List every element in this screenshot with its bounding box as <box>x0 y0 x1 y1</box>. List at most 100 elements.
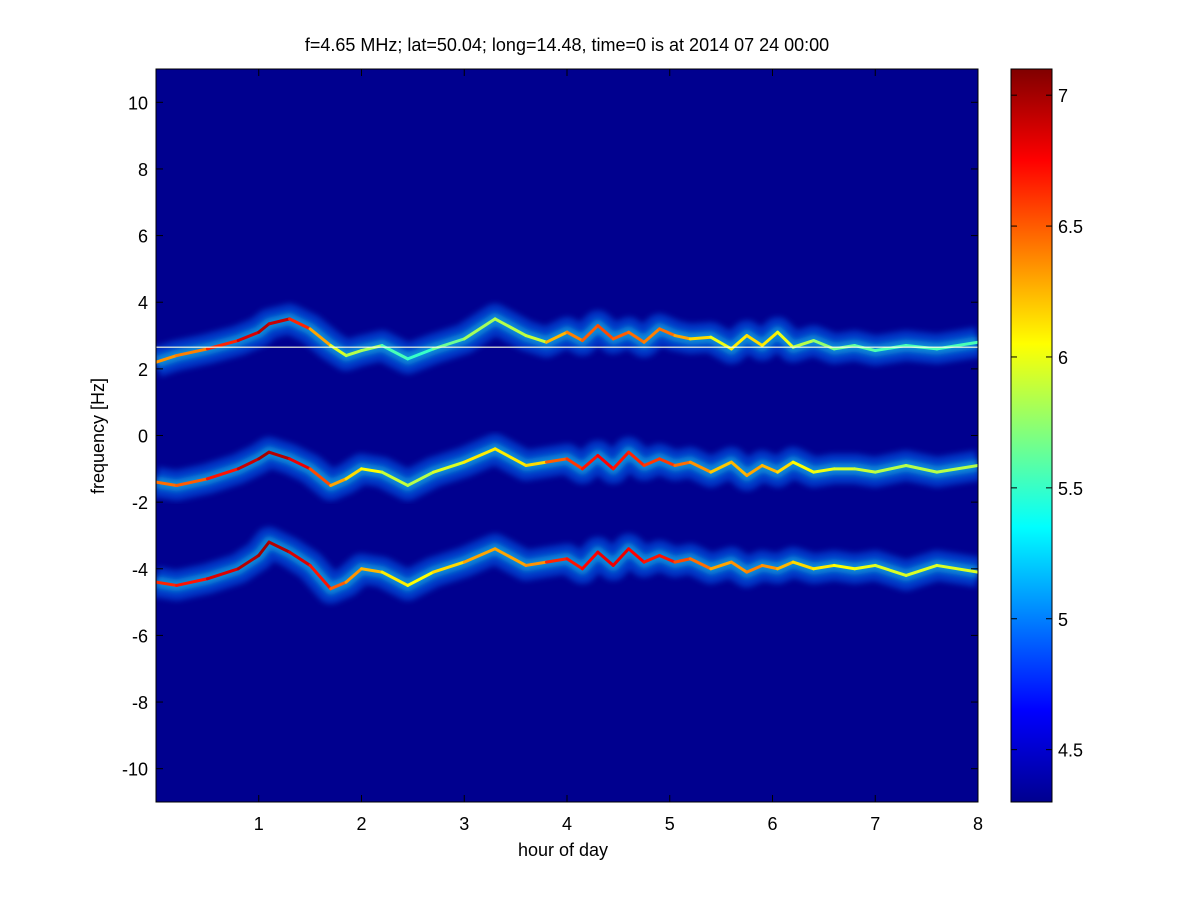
trace-segment <box>627 330 646 344</box>
trace-segment <box>380 570 410 587</box>
colorbar-ticks: 4.5 5 5.5 6 6.5 7 <box>1011 86 1083 761</box>
trace-segment <box>832 563 857 571</box>
trace-segment <box>760 563 780 571</box>
trace-segment <box>565 557 584 571</box>
colorbar-tick-label: 6 <box>1058 348 1068 368</box>
y-tick-label: 6 <box>138 227 148 247</box>
trace-segment <box>776 330 795 349</box>
trace-segment <box>344 567 363 584</box>
trace-segment <box>760 330 780 348</box>
trace-segment <box>611 450 631 471</box>
trace-segment <box>175 477 209 487</box>
trace-segment <box>709 460 733 474</box>
trace-segment <box>344 349 363 358</box>
trace-segment <box>431 560 466 574</box>
y-tick-label: 10 <box>128 93 148 113</box>
trace-segment <box>308 467 333 487</box>
x-tick-label: 1 <box>254 814 264 834</box>
trace-segment <box>760 463 780 474</box>
trace-segment <box>657 327 677 338</box>
trace-segment <box>257 540 271 557</box>
y-tick-label: 0 <box>138 427 148 447</box>
y-axis: -10 -8 -6 -4 -2 0 2 4 6 8 10 <box>122 93 978 780</box>
trace-segment <box>493 547 528 567</box>
trace-segment <box>406 347 435 361</box>
x-tick-label: 4 <box>562 814 572 834</box>
trace-segment <box>776 460 795 474</box>
trace-segment <box>344 467 363 481</box>
trace-segment <box>257 450 271 461</box>
trace-segment <box>812 467 836 474</box>
trace-segment <box>462 547 497 564</box>
trace-segment <box>873 344 908 353</box>
trace-segment <box>267 450 292 461</box>
trace-segment <box>175 347 209 358</box>
trace-segment <box>236 330 261 343</box>
trace-segment <box>267 540 292 554</box>
trace-segment <box>175 577 209 587</box>
trace-segment <box>596 324 615 341</box>
trace-segment <box>544 330 569 344</box>
trace-segment <box>236 457 261 471</box>
trace-segment <box>745 334 764 348</box>
trace-segment <box>745 563 764 574</box>
y-tick-label: 8 <box>138 160 148 180</box>
y-tick-label: -4 <box>132 560 148 580</box>
trace-segment <box>688 460 713 474</box>
y-tick-label: 2 <box>138 360 148 380</box>
x-tick-label: 7 <box>870 814 880 834</box>
trace-segment <box>673 557 692 564</box>
y-tick-label: -6 <box>132 626 148 646</box>
trace-segment <box>288 550 312 567</box>
trace-segment <box>709 560 733 571</box>
trace-segment <box>156 480 179 487</box>
x-tick-label: 8 <box>973 814 983 834</box>
trace-segment <box>360 344 384 353</box>
trace-segment <box>812 563 836 571</box>
plot-background <box>156 69 978 802</box>
trace-segment <box>205 467 240 481</box>
trace-segment <box>729 460 749 477</box>
trace-segment <box>544 557 569 564</box>
x-axis: 1 2 3 4 5 6 7 8 <box>254 69 983 834</box>
y-tick-label: -2 <box>132 493 148 513</box>
colorbar-tick-label: 5 <box>1058 610 1068 630</box>
trace-segment <box>935 563 978 574</box>
x-tick-label: 6 <box>767 814 777 834</box>
trace-segment <box>935 463 978 474</box>
trace-segment <box>776 560 795 571</box>
trace-segment <box>596 453 615 471</box>
trace-segment <box>673 460 692 467</box>
colorbar: 4.5 5 5.5 6 6.5 7 <box>1010 68 1083 803</box>
trace-segment <box>205 567 240 581</box>
trace-lower <box>156 527 978 604</box>
trace-segment <box>580 550 600 571</box>
trace-segment <box>688 557 713 571</box>
trace-segment <box>853 344 877 353</box>
trace-segment <box>565 330 584 343</box>
trace-segment <box>596 550 615 567</box>
trace-segment <box>611 547 631 567</box>
trace-segment <box>580 453 600 471</box>
trace-segment <box>729 560 749 574</box>
colorbar-tick-label: 4.5 <box>1058 741 1083 761</box>
x-tick-label: 2 <box>356 814 366 834</box>
trace-segment <box>627 450 646 467</box>
trace-segment <box>329 477 348 487</box>
trace-segment <box>406 470 435 487</box>
plot-area: 1 2 3 4 5 6 7 8 -10 -8 -6 -4 -2 0 2 4 6 8 10 <box>122 68 983 834</box>
trace-segment <box>462 447 497 464</box>
x-tick-label: 5 <box>665 814 675 834</box>
trace-segment <box>257 322 271 334</box>
trace-segment <box>642 553 661 564</box>
trace-segment <box>156 580 179 587</box>
trace-segment <box>657 457 677 467</box>
trace-segment <box>791 339 816 349</box>
colorbar-tick-label: 6.5 <box>1058 217 1083 237</box>
trace-segment <box>380 470 410 487</box>
trace-segment <box>853 563 877 571</box>
trace-segment <box>544 457 569 464</box>
x-tick-label: 3 <box>459 814 469 834</box>
trace-segment <box>156 354 179 364</box>
trace-segment <box>688 335 713 341</box>
